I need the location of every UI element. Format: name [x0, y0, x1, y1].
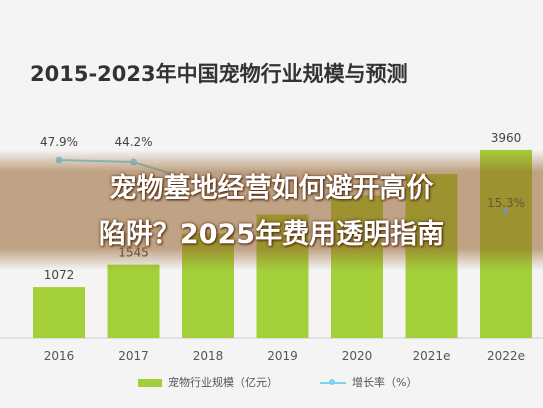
legend-bar-label: 宠物行业规模（亿元） — [168, 376, 278, 389]
x-tick-label-2019: 2019 — [267, 349, 298, 363]
overlay-headline-line1: 宠物墓地经营如何避开高价 — [109, 173, 434, 204]
x-tick-label-2022e: 2022e — [487, 349, 525, 363]
overlay-band — [0, 150, 543, 270]
growth-data-label-2016: 47.9% — [40, 135, 78, 149]
chart-title: 2015-2023年中国宠物行业规模与预测 — [30, 62, 408, 86]
x-tick-label-2021e: 2021e — [413, 349, 451, 363]
x-tick-label-2020: 2020 — [342, 349, 373, 363]
bar-data-label-2022e: 3960 — [491, 131, 522, 145]
bar-2017 — [107, 264, 160, 338]
growth-data-label-2017: 44.2% — [114, 135, 152, 149]
legend-item-line: 增长率（%） — [320, 374, 417, 390]
legend-line-label: 增长率（%） — [352, 376, 418, 389]
x-tick-label-2017: 2017 — [118, 349, 149, 363]
x-tick-label-2016: 2016 — [44, 349, 75, 363]
overlay-headline-line2: 陷阱？2025年费用透明指南 — [98, 219, 445, 250]
legend-line-swatch — [320, 378, 346, 388]
legend-item-bar: 宠物行业规模（亿元） — [138, 374, 278, 390]
bar-data-label-2016: 1072 — [44, 268, 75, 282]
bar-2016 — [33, 287, 85, 338]
x-tick-label-2018: 2018 — [193, 349, 224, 363]
legend: 宠物行业规模（亿元） 增长率（%） — [0, 372, 543, 392]
legend-bar-swatch — [138, 379, 162, 387]
